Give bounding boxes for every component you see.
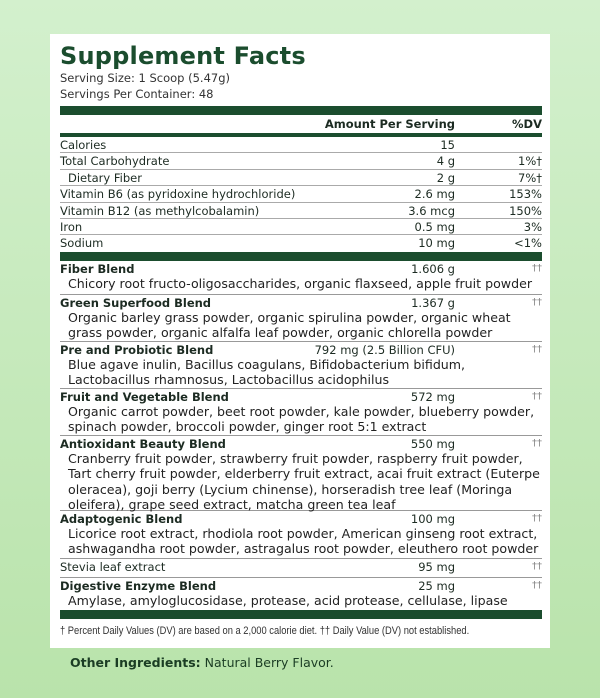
blend-name: Pre and Probiotic Blend [60, 342, 214, 357]
nutrient-amount: 15 [440, 138, 455, 152]
blend-amount: 792 mg (2.5 Billion CFU) [314, 342, 455, 357]
nutrient-row: Total Carbohydrate 4 g 1%† [60, 153, 542, 170]
dv-header: %DV [512, 117, 542, 131]
blend-amount: 1.606 g [411, 261, 455, 276]
servings-per-container: Servings Per Container: 48 [60, 87, 214, 101]
nutrient-name: Dietary Fiber [68, 170, 142, 185]
thick-divider [60, 609, 542, 619]
blend-ingredients: Cranberry fruit powder, strawberry fruit… [68, 450, 540, 513]
nutrient-table: Calories 15 Total Carbohydrate 4 g 1%† Dietar… [60, 137, 542, 252]
nutrient-dv: 1%† [518, 154, 542, 169]
nutrient-amount: 10 mg [418, 236, 455, 251]
nutrient-amount: 2 g [436, 170, 455, 185]
nutrient-row: Iron 0.5 mg 3% [60, 219, 542, 236]
blend-name: Fruit and Vegetable Blend [60, 389, 229, 404]
nutrient-amount: 2.6 mg [414, 187, 455, 202]
blend-name: Adaptogenic Blend [60, 511, 183, 526]
blend-ingredients: Chicory root fructo-oligosaccharides, or… [68, 275, 533, 291]
blend-row: Green Superfood Blend 1.367 g †† Organic ba… [60, 295, 542, 342]
blend-row: Antioxidant Beauty Blend 550 mg †† Cranberr… [60, 436, 542, 513]
blend-dv: †† [532, 560, 542, 572]
nutrient-row: Dietary Fiber 2 g 7%† [60, 170, 542, 187]
blend-dv: †† [532, 390, 542, 402]
blend-amount: 25 mg [418, 578, 455, 593]
nutrient-name: Calories [60, 138, 107, 152]
blend-amount: 100 mg [410, 511, 455, 526]
blend-row: Stevia leaf extract 95 mg †† [60, 559, 542, 578]
blend-ingredients: Licorice root extract, rhodiola root pow… [68, 525, 539, 557]
blend-ingredients: Blue agave inulin, Bacillus coagulans, B… [68, 356, 466, 388]
blend-row: Digestive Enzyme Blend 25 mg †† Amylase, am… [60, 578, 542, 610]
other-ingredients-value: Natural Berry Flavor. [204, 655, 334, 670]
nutrient-amount: 3.6 mcg [408, 203, 455, 218]
other-ingredients: Other Ingredients: Natural Berry Flavor. [70, 655, 334, 670]
nutrient-row: Vitamin B6 (as pyridoxine hydrochloride)… [60, 186, 542, 203]
nutrient-name: Vitamin B6 (as pyridoxine hydrochloride) [60, 187, 296, 202]
nutrient-row: Sodium 10 mg <1% [60, 235, 542, 251]
blend-dv: †† [532, 296, 542, 308]
nutrient-amount: 4 g [436, 154, 455, 169]
nutrient-name: Vitamin B12 (as methylcobalamin) [60, 203, 260, 218]
amount-header: Amount Per Serving [324, 117, 455, 131]
nutrient-dv [455, 137, 542, 153]
blend-amount: 550 mg [410, 436, 455, 451]
blend-ingredients: Organic barley grass powder, organic spi… [68, 309, 511, 341]
medium-divider [60, 133, 542, 137]
nutrient-dv: 153% [509, 187, 542, 202]
blend-ingredients: Amylase, amyloglucosidase, protease, aci… [68, 592, 508, 608]
nutrient-name: Total Carbohydrate [60, 154, 170, 169]
blend-dv: †† [532, 512, 542, 524]
blend-amount: 1.367 g [411, 295, 455, 310]
blend-name: Antioxidant Beauty Blend [60, 436, 226, 451]
blend-dv: †† [532, 262, 542, 274]
nutrient-name: Sodium [60, 236, 104, 251]
nutrient-row: Calories 15 [60, 137, 542, 154]
nutrient-dv: 150% [509, 203, 542, 218]
column-header: Amount Per Serving %DV [60, 115, 542, 133]
nutrient-name: Iron [60, 219, 83, 234]
nutrient-dv: 3% [523, 219, 542, 234]
supplement-facts-panel: Supplement Facts Serving Size: 1 Scoop (… [50, 34, 550, 648]
thick-divider [60, 251, 542, 261]
blend-name: Stevia leaf extract [60, 559, 166, 574]
blend-name: Green Superfood Blend [60, 295, 212, 310]
serving-size: Serving Size: 1 Scoop (5.47g) [60, 71, 230, 85]
other-ingredients-label: Other Ingredients: [70, 655, 201, 670]
panel-title: Supplement Facts [60, 42, 306, 70]
nutrient-dv: 7%† [518, 170, 542, 185]
nutrient-row: Vitamin B12 (as methylcobalamin) 3.6 mcg 1… [60, 203, 542, 219]
footnote: † Percent Daily Values (DV) are based on… [60, 624, 470, 637]
blend-row: Pre and Probiotic Blend 792 mg (2.5 Billi… [60, 342, 542, 389]
blend-amount: 95 mg [418, 559, 455, 574]
nutrient-dv: <1% [514, 236, 542, 251]
blend-row: Adaptogenic Blend 100 mg †† Licorice root e… [60, 511, 542, 559]
blend-dv: †† [532, 437, 542, 449]
blend-row: Fiber Blend 1.606 g †† Chicory root fructo-… [60, 261, 542, 295]
blend-amount: 572 mg [410, 389, 455, 404]
blend-row: Fruit and Vegetable Blend 572 mg †† Organic… [60, 389, 542, 436]
blend-dv: †† [532, 579, 542, 591]
blend-table: Fiber Blend 1.606 g †† Chicory root fructo-… [60, 261, 542, 610]
blend-name: Digestive Enzyme Blend [60, 578, 217, 593]
blend-ingredients: Organic carrot powder, beet root powder,… [68, 403, 535, 435]
blend-dv: †† [532, 343, 542, 355]
nutrient-amount: 0.5 mg [414, 219, 455, 234]
thick-divider [60, 106, 542, 115]
blend-name: Fiber Blend [60, 261, 135, 276]
